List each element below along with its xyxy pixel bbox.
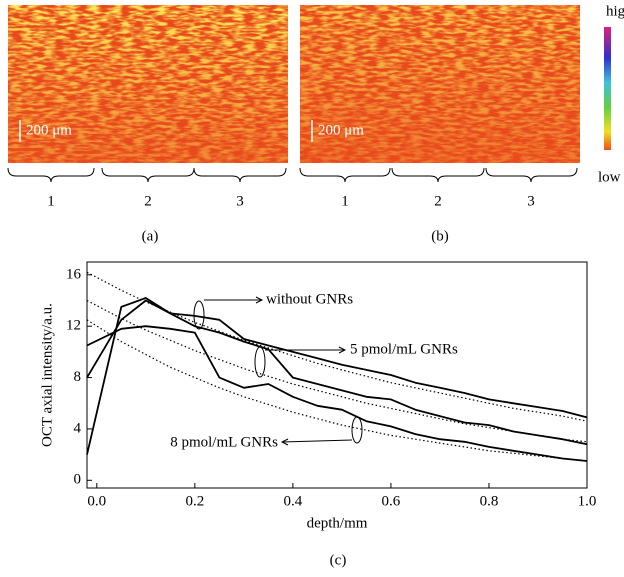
x-tick-label: 0.0 — [87, 493, 106, 509]
region-label: 1 — [47, 193, 55, 209]
region-label: 2 — [434, 193, 442, 209]
x-tick-label: 1.0 — [578, 493, 597, 509]
scale-bars — [19, 120, 313, 142]
y-tick-label: 8 — [74, 369, 82, 385]
annotation-callouts — [193, 296, 363, 446]
y-tick-label: 0 — [74, 472, 82, 488]
fit-line — [86, 319, 588, 462]
colorbar-high: high — [606, 3, 624, 19]
colorbar-low: low — [598, 169, 621, 185]
region-label: 1 — [341, 193, 349, 209]
y-tick-label: 4 — [74, 420, 82, 436]
data-line — [86, 299, 588, 446]
fit-line — [86, 271, 588, 422]
x-axis-label: depth/mm — [307, 515, 368, 531]
braces — [7, 167, 578, 183]
scale-label: 200 μm — [318, 122, 364, 138]
oct-image-b — [300, 5, 580, 163]
series-annotation: without GNRs — [266, 291, 353, 307]
oct-image-a — [8, 5, 288, 163]
region-label: 3 — [236, 193, 244, 209]
series-annotation: 8 pmol/mL GNRs — [170, 434, 278, 450]
panel-label: (a) — [142, 228, 159, 244]
x-tick-label: 0.6 — [382, 493, 401, 509]
y-tick-label: 16 — [66, 266, 82, 282]
panel-label: (c) — [330, 552, 347, 568]
data-line — [86, 325, 588, 462]
y-axis-label: OCT axial intensity/a.u. — [39, 303, 55, 447]
scale-label: 200 μm — [26, 122, 72, 138]
series-annotation: 5 pmol/mL GNRs — [350, 341, 458, 357]
region-label: 2 — [144, 193, 152, 209]
colorbar — [604, 27, 611, 150]
y-tick-label: 12 — [66, 318, 81, 334]
x-tick-label: 0.2 — [185, 493, 204, 509]
x-tick-label: 0.4 — [284, 493, 303, 509]
plot-frame — [86, 261, 588, 489]
data-line — [86, 297, 588, 455]
x-tick-label: 0.8 — [480, 493, 499, 509]
region-label: 3 — [527, 193, 535, 209]
panel-label: (b) — [431, 228, 449, 244]
fit-line — [86, 299, 588, 443]
